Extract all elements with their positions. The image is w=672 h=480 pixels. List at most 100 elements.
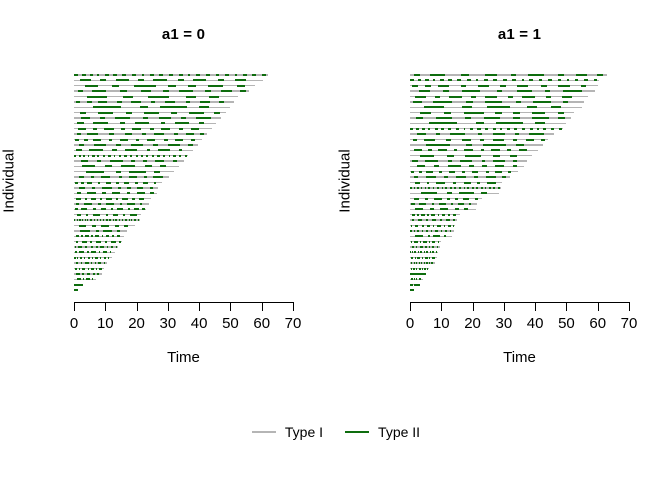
type2-segment [415, 95, 427, 98]
timeline-row [74, 176, 170, 179]
type2-segment [78, 127, 87, 130]
type2-segment [495, 111, 502, 114]
type2-segment [463, 208, 468, 211]
type2-segment [82, 272, 85, 275]
type1-baseline [74, 117, 222, 119]
type2-segment [92, 213, 100, 216]
type2-segment [425, 143, 450, 146]
type2-segment [100, 117, 105, 119]
type2-segment [219, 100, 224, 103]
type2-segment [80, 160, 89, 162]
type2-segment [480, 186, 483, 189]
type2-segment [75, 208, 78, 211]
type1-baseline [410, 111, 575, 114]
type2-segment [494, 165, 504, 168]
type2-segment [143, 176, 147, 179]
type2-segment [416, 127, 420, 130]
type2-segment [425, 219, 428, 222]
type2-segment [423, 251, 425, 254]
timeline-row [74, 278, 96, 281]
type2-segment [178, 127, 183, 130]
type2-segment [425, 197, 428, 200]
type2-segment [189, 111, 205, 114]
type2-segment [411, 272, 413, 275]
type2-segment [205, 74, 210, 76]
type2-segment [420, 278, 422, 281]
type2-segment [531, 111, 545, 114]
type2-segment [453, 149, 458, 152]
timeline-row [74, 229, 128, 232]
type2-segment [116, 181, 119, 184]
type2-segment [155, 160, 164, 162]
type2-segment [506, 127, 510, 130]
type2-segment [157, 154, 160, 157]
type2-segment [87, 192, 96, 195]
type2-segment [110, 208, 113, 211]
type2-segment [95, 267, 97, 270]
type1-baseline [74, 214, 142, 216]
type2-segment [469, 127, 473, 130]
type2-segment [142, 160, 148, 162]
type2-segment [77, 283, 79, 286]
type2-segment [448, 213, 450, 216]
type1-baseline [410, 262, 436, 264]
type2-segment [519, 149, 527, 152]
type2-segment [420, 251, 422, 254]
type1-baseline [410, 214, 461, 216]
type2-segment [413, 100, 423, 103]
type1-baseline [410, 122, 567, 125]
type2-segment [537, 127, 539, 130]
type2-segment [150, 186, 154, 189]
type2-segment [208, 84, 223, 87]
type2-segment [417, 79, 422, 82]
timeline-row [74, 106, 231, 109]
type2-segment [115, 246, 117, 248]
type2-segment [132, 197, 135, 200]
type2-segment [414, 224, 419, 227]
type2-segment [558, 117, 565, 119]
timeline-row [410, 170, 518, 173]
type2-segment [108, 138, 113, 141]
type2-segment [471, 170, 478, 173]
type2-segment [116, 229, 120, 232]
type2-segment [420, 272, 422, 275]
type2-segment [411, 272, 413, 275]
type2-segment [91, 251, 96, 254]
type2-segment [79, 186, 85, 189]
type2-segment [80, 262, 83, 265]
type2-segment [417, 213, 419, 216]
type2-segment [496, 122, 523, 125]
type2-segment [481, 165, 487, 168]
type2-segment [240, 90, 246, 93]
type2-segment [252, 74, 257, 76]
type2-segment [420, 240, 422, 243]
type2-segment [112, 84, 120, 87]
type2-segment [423, 138, 435, 141]
type2-segment [462, 138, 471, 141]
type2-segment [100, 176, 111, 179]
type2-segment [181, 117, 186, 119]
type2-segment [185, 100, 191, 103]
type2-segment [514, 127, 518, 130]
type2-segment [118, 219, 120, 222]
type2-segment [414, 176, 418, 179]
type2-segment [75, 289, 77, 291]
type1-baseline [74, 176, 170, 178]
type2-segment [102, 219, 105, 222]
type2-segment [415, 283, 417, 286]
type2-segment [435, 251, 437, 254]
timeline-row [410, 203, 478, 205]
type2-segment [127, 192, 131, 195]
type2-segment [124, 154, 127, 157]
type2-segment [410, 240, 413, 243]
type2-segment [133, 84, 156, 87]
type2-segment [116, 170, 122, 173]
type1-baseline [410, 138, 548, 141]
type2-segment [171, 111, 178, 114]
type2-segment [449, 186, 452, 189]
legend-line-type2 [345, 431, 370, 433]
type2-segment [153, 176, 163, 179]
type2-segment [131, 219, 133, 222]
timeline-row [74, 149, 193, 152]
